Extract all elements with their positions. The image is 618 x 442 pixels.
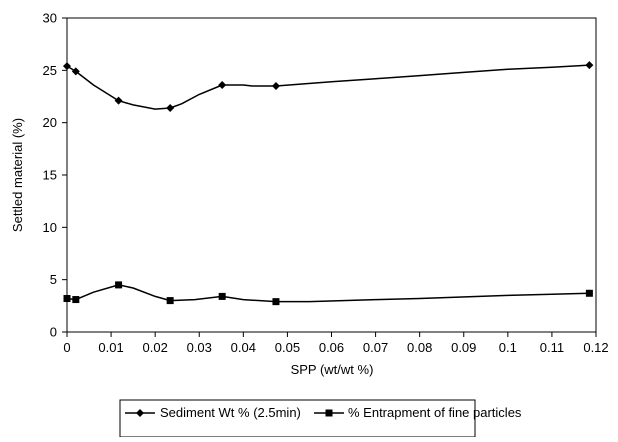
data-point-square — [63, 295, 71, 303]
x-axis-label: SPP (wt/wt %) — [291, 362, 374, 377]
data-point-diamond — [271, 82, 280, 91]
data-point-square — [585, 289, 593, 297]
data-point-diamond — [585, 61, 594, 70]
x-tick-label: 0.1 — [499, 340, 517, 355]
x-tick-label: 0.03 — [187, 340, 212, 355]
y-axis-label: Settled material (%) — [10, 118, 25, 232]
data-point-diamond — [114, 96, 123, 105]
x-tick-label: 0.01 — [98, 340, 123, 355]
legend-box — [119, 399, 476, 438]
y-tick-label: 0 — [50, 325, 57, 340]
x-tick-label: 0.12 — [583, 340, 608, 355]
x-tick-label: 0.05 — [275, 340, 300, 355]
data-point-square — [272, 298, 280, 306]
data-point-diamond — [71, 67, 80, 76]
x-tick-label: 0.08 — [407, 340, 432, 355]
data-point-square — [72, 296, 80, 304]
y-tick-label: 5 — [50, 272, 57, 287]
x-tick-label: 0.09 — [451, 340, 476, 355]
series-line — [66, 284, 590, 303]
series-1 — [63, 281, 593, 306]
x-tick-label: 0.11 — [540, 340, 564, 355]
legend-label-sediment: Sediment Wt % (2.5min) — [160, 405, 301, 420]
axes: 0 0.01 0.02 0.03 0.04 0.05 0.06 0.07 0.08 0.09 0.1… — [43, 11, 609, 356]
y-tick-label: 15 — [43, 168, 57, 183]
series-0 — [63, 61, 594, 113]
x-tick-label: 0.04 — [231, 340, 256, 355]
data-point-diamond — [218, 80, 227, 89]
plot-frame — [66, 17, 597, 333]
legend-label-entrapment: % Entrapment of fine particles — [348, 405, 522, 420]
legend-marker-diamond — [136, 409, 144, 417]
x-tick-label: 0.07 — [363, 340, 388, 355]
series-line — [66, 64, 590, 110]
data-point-square — [218, 292, 226, 300]
data-point-diamond — [63, 62, 71, 71]
legend: Sediment Wt % (2.5min) % Entrapment of f… — [119, 399, 522, 438]
x-tick-label: 0.06 — [319, 340, 344, 355]
data-point-square — [166, 297, 174, 305]
series-group — [63, 61, 594, 306]
y-tick-label: 30 — [43, 11, 57, 26]
y-tick-label: 25 — [43, 63, 57, 78]
x-tick-label: 0.02 — [143, 340, 168, 355]
y-tick-label: 20 — [43, 115, 57, 130]
x-tick-label: 0 — [63, 340, 70, 355]
data-point-square — [115, 281, 123, 289]
data-point-diamond — [166, 104, 175, 113]
legend-marker-square — [325, 409, 333, 417]
y-tick-label: 10 — [43, 220, 57, 235]
